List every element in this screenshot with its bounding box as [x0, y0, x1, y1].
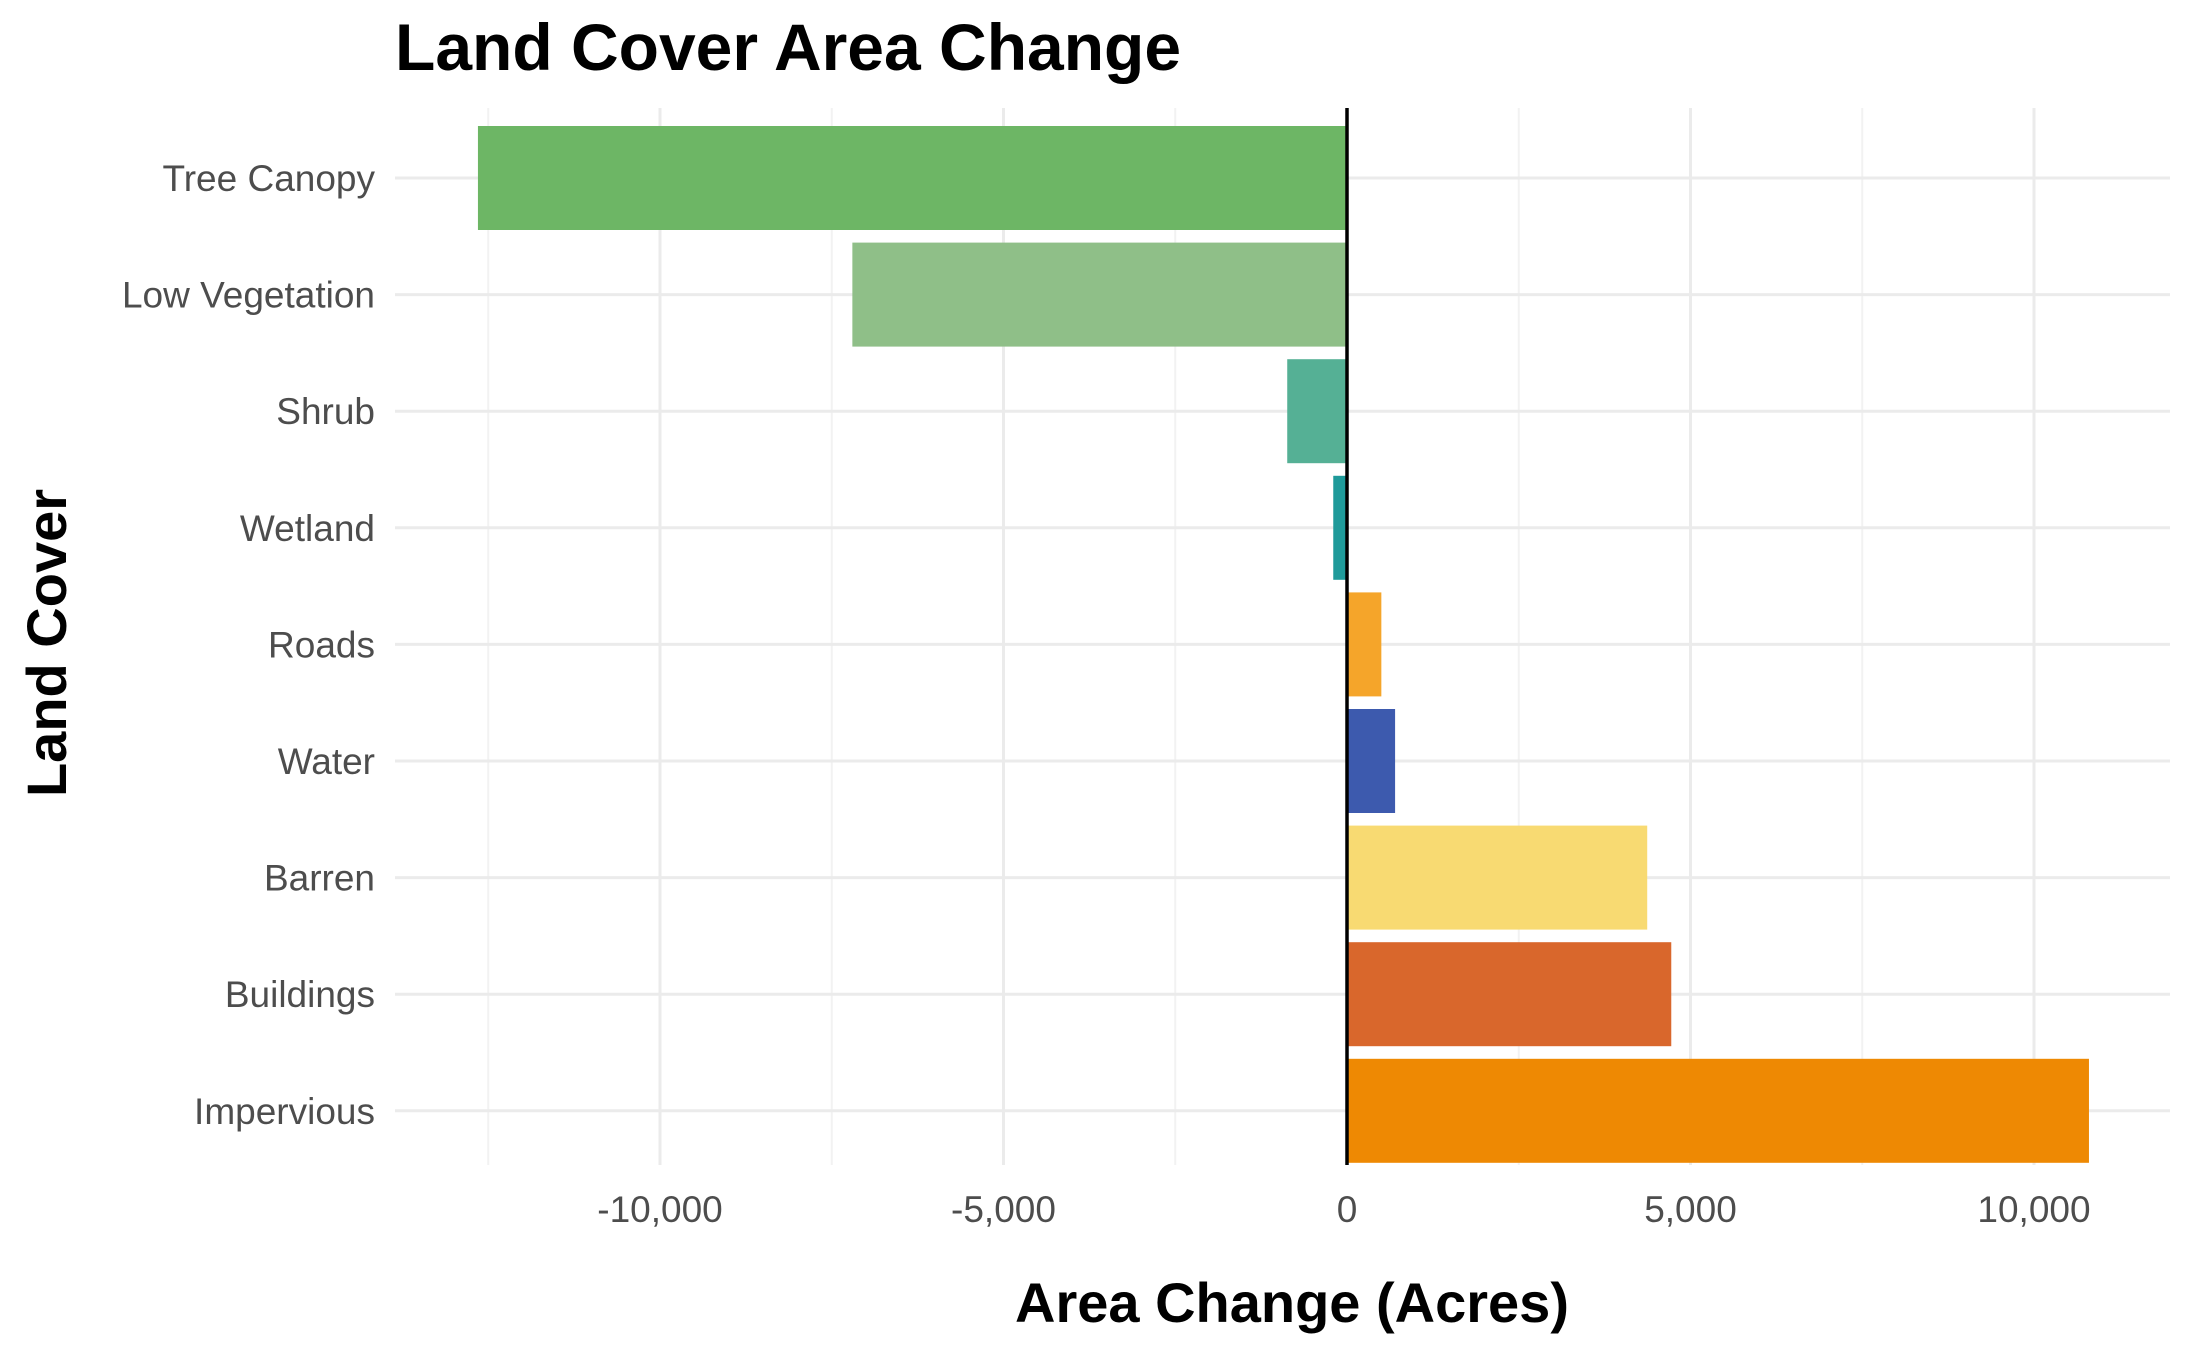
y-tick-label: Shrub: [276, 391, 375, 432]
y-tick-label: Low Vegetation: [122, 275, 375, 316]
bar-water: [1347, 709, 1396, 813]
bar-shrub: [1287, 359, 1347, 464]
y-tick-label: Water: [278, 741, 375, 782]
x-tick-label: 5,000: [1644, 1189, 1737, 1230]
y-tick-label: Barren: [264, 858, 375, 899]
chart-title: Land Cover Area Change: [395, 10, 1181, 84]
y-axis-tick-labels: Tree Canopy Low Vegetation Shrub Wetland Roa…: [122, 158, 376, 1132]
y-axis-title: Land Cover: [15, 489, 78, 797]
x-tick-label: 10,000: [1977, 1189, 2090, 1230]
x-tick-label: 0: [1337, 1189, 1358, 1230]
y-tick-label: Roads: [268, 624, 375, 665]
bar-barren: [1347, 825, 1648, 930]
y-tick-label: Impervious: [194, 1091, 375, 1132]
x-tick-label: -10,000: [597, 1189, 723, 1230]
bars: [477, 126, 2089, 1163]
x-axis-title: Area Change (Acres): [1015, 1271, 1569, 1334]
x-tick-label: -5,000: [951, 1189, 1056, 1230]
bar-impervious: [1347, 1058, 2089, 1163]
y-tick-label: Wetland: [240, 508, 375, 549]
y-tick-label: Buildings: [225, 974, 375, 1015]
bar-low-vegetation: [852, 242, 1347, 347]
bar-buildings: [1347, 942, 1672, 1047]
x-axis-tick-labels: -10,000 -5,000 0 5,000 10,000: [597, 1189, 2090, 1230]
bar-roads: [1347, 592, 1382, 697]
y-tick-label: Tree Canopy: [162, 158, 375, 199]
bar-wetland: [1333, 475, 1347, 580]
bar-tree-canopy: [477, 126, 1347, 230]
